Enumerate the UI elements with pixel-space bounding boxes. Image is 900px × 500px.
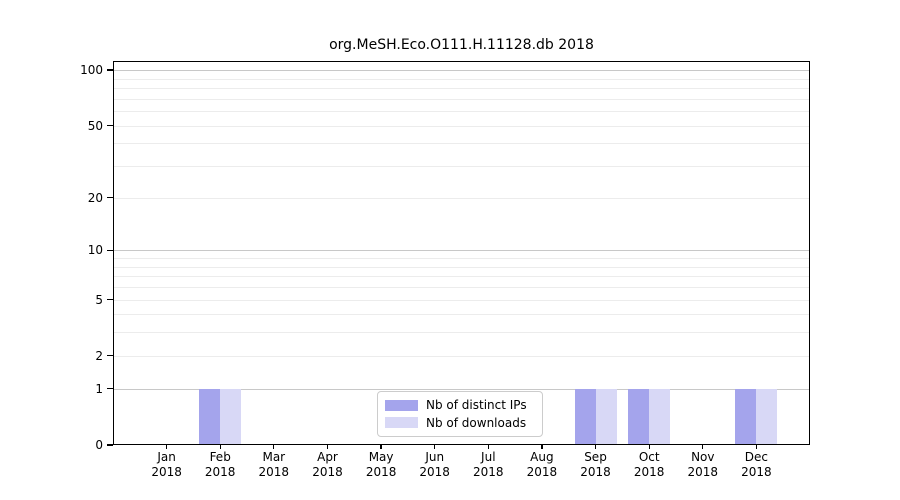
x-tick-mark: [755, 445, 758, 449]
minor-gridline: [113, 197, 810, 199]
x-tick-label: Apr 2018: [312, 450, 343, 479]
x-tick-mark: [380, 445, 382, 449]
x-tick-mark: [702, 445, 704, 449]
major-gridline: [113, 388, 810, 390]
legend-swatch-distinct-ips: [385, 399, 418, 411]
x-tick-label: Feb 2018: [204, 450, 236, 479]
legend-item-downloads: Nb of downloads: [385, 416, 535, 430]
legend: Nb of distinct IPs Nb of downloads: [377, 391, 543, 437]
y-tick-label: 2: [95, 348, 103, 363]
minor-gridline: [113, 299, 810, 301]
x-tick-mark: [648, 445, 650, 449]
bar: [199, 388, 221, 445]
minor-gridline: [113, 314, 810, 316]
y-tick-label: 10: [87, 243, 103, 258]
minor-gridline: [113, 258, 810, 259]
x-tick-mark: [434, 445, 436, 449]
x-tick-label: Sep 2018: [580, 450, 611, 479]
x-tick-label: Dec 2018: [741, 450, 772, 479]
y-tick-mark: [107, 69, 113, 71]
bar: [628, 388, 650, 445]
minor-gridline: [113, 143, 810, 145]
x-tick-label: Jan 2018: [151, 450, 182, 479]
minor-gridline: [113, 276, 810, 278]
y-tick-mark: [107, 298, 113, 301]
minor-gridline: [113, 125, 810, 127]
bar: [595, 388, 617, 445]
bar: [649, 388, 671, 445]
y-tick-mark: [107, 124, 113, 127]
x-tick-mark: [326, 445, 329, 449]
x-tick-mark: [219, 445, 221, 449]
legend-item-distinct-ips: Nb of distinct IPs: [385, 398, 535, 412]
x-tick-label: Jul 2018: [473, 450, 504, 479]
bar: [735, 388, 757, 445]
minor-gridline: [113, 78, 810, 80]
x-tick-label: Mar 2018: [258, 450, 290, 479]
x-tick-mark: [487, 445, 489, 449]
major-gridline: [113, 70, 810, 72]
chart-title: org.MeSH.Eco.O111.H.11128.db 2018: [329, 37, 594, 53]
x-tick-label: Oct 2018: [633, 450, 665, 479]
y-tick-mark: [107, 197, 113, 199]
minor-gridline: [113, 286, 810, 288]
minor-gridline: [113, 166, 810, 168]
x-tick-mark: [273, 445, 275, 449]
y-tick-label: 100: [80, 63, 103, 78]
x-tick-label: Nov 2018: [687, 450, 719, 479]
y-tick-label: 1: [95, 381, 103, 396]
minor-gridline: [113, 266, 810, 268]
minor-gridline: [113, 98, 810, 100]
minor-gridline: [113, 332, 810, 334]
bar: [220, 388, 242, 445]
bar: [756, 388, 778, 445]
y-tick-label: 50: [87, 118, 103, 133]
minor-gridline: [113, 88, 810, 89]
plot-area: [113, 61, 810, 445]
y-tick-mark: [107, 355, 113, 357]
x-tick-label: May 2018: [365, 450, 397, 479]
bar: [574, 388, 596, 445]
minor-gridline: [113, 111, 810, 113]
legend-swatch-downloads: [385, 417, 418, 429]
legend-label-downloads: Nb of downloads: [426, 415, 527, 430]
x-tick-mark: [165, 445, 168, 449]
x-tick-mark: [541, 445, 543, 449]
minor-gridline: [113, 355, 810, 357]
y-tick-mark: [107, 444, 113, 446]
x-tick-label: Jun 2018: [419, 450, 450, 479]
x-tick-label: Aug 2018: [526, 450, 558, 479]
legend-label-distinct-ips: Nb of distinct IPs: [426, 398, 527, 413]
y-tick-mark: [107, 249, 113, 251]
y-tick-label: 20: [87, 190, 103, 205]
major-gridline: [113, 250, 810, 252]
x-tick-mark: [594, 445, 597, 449]
y-tick-label: 5: [95, 292, 103, 307]
y-tick-label: 0: [95, 438, 103, 452]
y-tick-mark: [107, 388, 113, 390]
